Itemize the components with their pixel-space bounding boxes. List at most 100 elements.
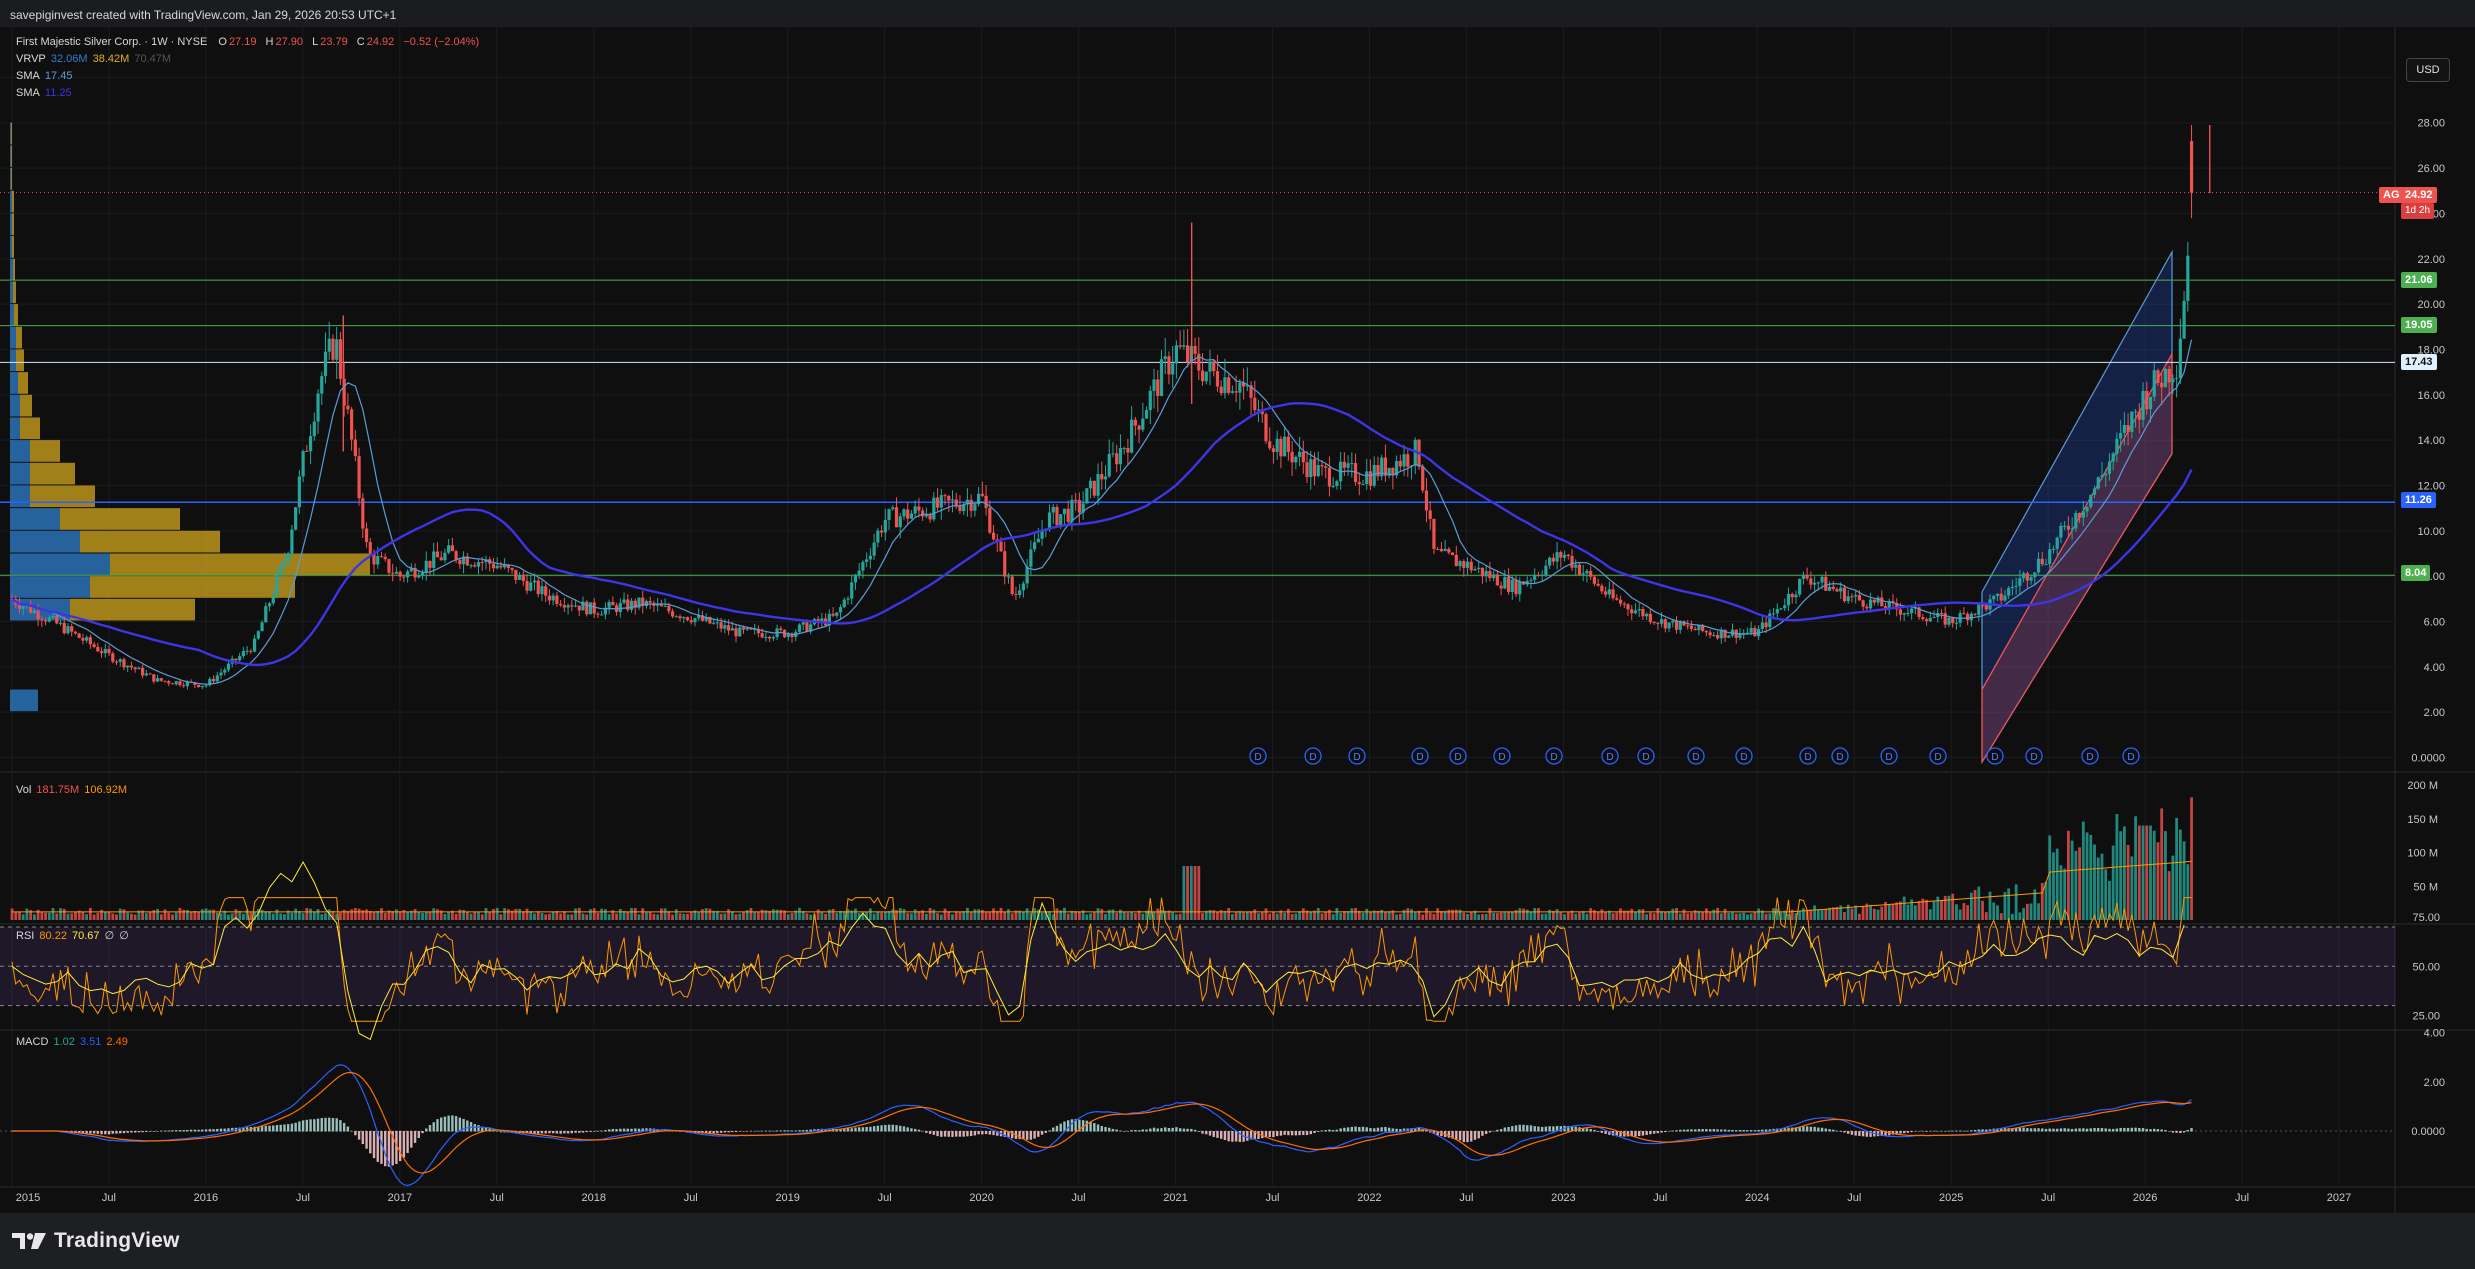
volume-bar <box>286 910 290 920</box>
chart-area[interactable]: DDDDDDDDDDDDDDDDDDD30.0028.0026.0024.002… <box>0 27 2475 1213</box>
macd-histogram-bar <box>1641 1131 1645 1136</box>
macd-histogram-bar <box>148 1131 152 1132</box>
sma1-legend[interactable]: SMA 17.45 <box>16 68 74 84</box>
macd-histogram-bar <box>1843 1131 1846 1133</box>
candle-body <box>215 675 219 682</box>
chart-canvas[interactable]: DDDDDDDDDDDDDDDDDDD30.0028.0026.0024.002… <box>0 27 2475 1213</box>
macd-histogram-bar <box>410 1131 413 1148</box>
candle-body <box>1469 561 1473 571</box>
volume-bar <box>189 912 193 920</box>
currency-button[interactable]: USD <box>2406 58 2450 82</box>
candle-body <box>906 509 910 519</box>
vrvp-legend[interactable]: VRVP 32.06M 38.42M 70.47M <box>16 51 173 67</box>
candle-body <box>1006 576 1011 578</box>
dividend-marker-icon <box>1411 747 1429 765</box>
candle-body <box>1066 508 1070 522</box>
candle-body <box>1854 595 1858 597</box>
price-axis-tick: 20.00 <box>2417 299 2445 311</box>
macd-histogram-bar <box>779 1130 783 1132</box>
dividend-marker-icon <box>2122 747 2140 765</box>
candle-body <box>1398 460 1402 467</box>
candle-body <box>1693 628 1697 631</box>
volume-bar <box>118 908 122 920</box>
candle-body <box>1771 613 1776 615</box>
macd-histogram-bar <box>1742 1129 1745 1132</box>
macd-histogram-bar <box>77 1131 81 1134</box>
vol-legend[interactable]: Vol 181.75M 106.92M <box>16 782 129 798</box>
macd-histogram-bar <box>2104 1128 2107 1132</box>
macd-histogram-bar <box>1089 1121 1092 1132</box>
candle-body <box>745 628 749 630</box>
macd-histogram-bar <box>1182 1128 1186 1132</box>
volume-bar <box>141 910 145 920</box>
volume-bar <box>1230 914 1234 920</box>
macd-histogram-bar <box>1652 1131 1656 1134</box>
dividend-marker-label: D <box>1740 752 1747 763</box>
volume-bar <box>902 909 906 920</box>
macd-histogram-bar <box>1025 1131 1029 1140</box>
volume-bar <box>2145 825 2149 920</box>
candle-body <box>1876 597 1880 603</box>
candle-body <box>876 530 880 543</box>
candle-body <box>159 678 163 681</box>
sma2-legend[interactable]: SMA 11.25 <box>16 85 74 101</box>
macd-histogram-bar <box>1414 1128 1417 1132</box>
vrvp-bar-up <box>10 122 11 145</box>
volume-bar <box>1861 905 1865 920</box>
candle-body <box>1174 345 1179 364</box>
volume-bar <box>656 914 660 920</box>
macd-histogram-bar <box>533 1131 536 1134</box>
candle-body <box>1424 490 1429 511</box>
candle-body <box>2171 378 2175 383</box>
candle-body <box>768 636 772 639</box>
rsi-legend[interactable]: RSI 80.22 70.67 ∅ ∅ <box>16 928 131 944</box>
candle-body <box>2130 411 2134 432</box>
volume-bar <box>1085 914 1089 920</box>
volume-bar <box>1380 909 1384 920</box>
volume-bar <box>1783 910 1787 920</box>
volume-bar <box>1346 911 1350 920</box>
volume-bar <box>1921 898 1925 920</box>
tradingview-logo[interactable]: TradingView <box>12 1229 180 1253</box>
macd-histogram-bar <box>1518 1124 1521 1132</box>
volume-bar <box>2044 881 2048 920</box>
volume-bar <box>816 909 820 920</box>
macd-legend[interactable]: MACD 1.02 3.51 2.49 <box>16 1034 130 1050</box>
candle-body <box>1380 457 1384 477</box>
volume-bar <box>895 910 898 920</box>
volume-bar <box>1410 909 1413 920</box>
candle-body <box>1715 634 1720 639</box>
macd-histogram-bar <box>611 1128 615 1132</box>
candle-body <box>1633 610 1638 614</box>
candle-body <box>760 633 764 638</box>
candle-body <box>939 495 943 508</box>
price-axis-tick: 0.0000 <box>2411 753 2445 765</box>
volume-bar <box>693 910 697 920</box>
candle-body <box>2175 377 2179 379</box>
candle-body <box>1197 353 1201 371</box>
volume-bar <box>495 907 499 920</box>
candle-body <box>350 409 354 440</box>
macd-histogram-bar <box>540 1131 544 1134</box>
macd-histogram-bar <box>2156 1129 2160 1132</box>
candle-body <box>2036 558 2041 573</box>
macd-histogram-bar <box>350 1131 353 1132</box>
candle-body <box>1951 617 1955 624</box>
volume-bar <box>1025 908 1029 920</box>
volume-bar <box>1040 912 1044 920</box>
macd-histogram-bar <box>712 1131 715 1134</box>
candle-body <box>252 638 257 652</box>
macd-histogram-bar <box>1395 1128 1398 1132</box>
volume-bar <box>1999 913 2003 920</box>
volume-axis-tick: 50 M <box>2414 881 2438 893</box>
candle-body <box>1040 530 1044 539</box>
volume-bar <box>697 912 701 920</box>
candle-body <box>659 604 663 607</box>
candle-body <box>394 571 399 574</box>
candle-body <box>1659 619 1664 624</box>
candle-body <box>238 656 242 661</box>
candle-body <box>458 559 462 565</box>
macd-histogram-bar <box>1175 1127 1178 1132</box>
candle-body <box>473 565 477 567</box>
macd-histogram-bar <box>928 1131 932 1134</box>
